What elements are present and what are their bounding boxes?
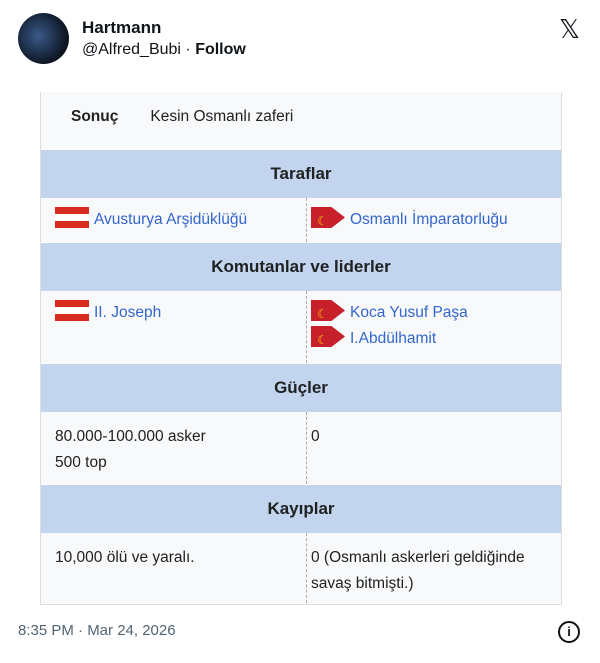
- info-icon[interactable]: i: [558, 621, 580, 643]
- tweet-header: Hartmann @Alfred_Bubi · Follow: [18, 13, 246, 64]
- infobox: Sonuç Kesin Osmanlı zaferi Taraflar Avust…: [40, 92, 562, 605]
- strength-left: 500 top: [55, 454, 107, 471]
- ottoman-flag-icon: [311, 300, 345, 321]
- strength-header: Güçler: [41, 364, 561, 412]
- strength-right: 0: [311, 428, 320, 445]
- commander-left-link[interactable]: II. Joseph: [94, 304, 162, 321]
- casualties-right: 0 (Osmanlı askerleri geldiğinde savaş bi…: [311, 549, 525, 592]
- handle[interactable]: @Alfred_Bubi: [82, 41, 181, 58]
- casualties-header: Kayıplar: [41, 485, 561, 533]
- separator: ·: [180, 41, 196, 58]
- result-value: Kesin Osmanlı zaferi: [150, 108, 294, 125]
- follow-button[interactable]: Follow: [195, 41, 246, 58]
- ottoman-flag-icon: [311, 326, 345, 347]
- austria-flag-icon: [55, 300, 89, 321]
- result-label: Sonuç: [71, 108, 119, 125]
- casualties-left: 10,000 ölü ve yaralı.: [41, 533, 307, 603]
- commander-right-link[interactable]: I.Abdülhamit: [350, 330, 437, 347]
- strength-left: 80.000-100.000 asker: [55, 428, 206, 445]
- sides-header: Taraflar: [41, 150, 561, 198]
- avatar[interactable]: [18, 13, 69, 64]
- austria-flag-icon: [55, 207, 89, 228]
- commander-right-link[interactable]: Koca Yusuf Paşa: [350, 304, 468, 321]
- ottoman-flag-icon: [311, 207, 345, 228]
- timestamp[interactable]: 8:35 PM · Mar 24, 2026: [18, 622, 176, 639]
- x-logo-icon[interactable]: 𝕏: [559, 14, 580, 44]
- side-right-link[interactable]: Osmanlı İmparatorluğu: [350, 211, 508, 228]
- commanders-header: Komutanlar ve liderler: [41, 243, 561, 291]
- side-left-link[interactable]: Avusturya Arşidüklüğü: [94, 211, 248, 228]
- display-name[interactable]: Hartmann: [82, 18, 162, 37]
